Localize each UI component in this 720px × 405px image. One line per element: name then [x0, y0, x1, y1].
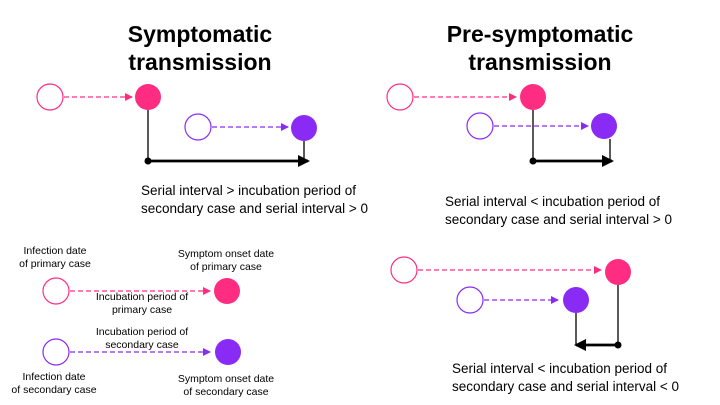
presymptomatic-caption-negative: Serial interval < incubation period of s… — [452, 361, 680, 394]
secondary-onset-circle — [291, 115, 317, 141]
primary-onset-circle — [520, 84, 546, 110]
legend-secondary-infection-circle — [42, 338, 70, 366]
label-onset-secondary: Symptom onset date of secondary case — [177, 373, 275, 398]
secondary-onset-circle — [591, 113, 617, 139]
legend-primary-onset-circle — [214, 278, 240, 304]
label-onset-primary: Symptom onset date of primary case — [177, 248, 275, 273]
secondary-onset-circle — [563, 287, 589, 313]
primary-onset-circle — [135, 84, 161, 110]
legend — [42, 277, 241, 366]
label-incubation-secondary: Incubation period of secondary case — [95, 326, 189, 351]
legend-secondary-onset-circle — [215, 339, 241, 365]
secondary-infection-circle — [184, 113, 212, 141]
presymptomatic-title: Pre-symptomatic transmission — [446, 21, 634, 75]
label-infection-primary: Infection date of primary case — [19, 245, 91, 270]
primary-infection-circle — [36, 83, 64, 111]
legend-primary-infection-circle — [42, 277, 70, 305]
label-incubation-primary: Incubation period of primary case — [95, 291, 189, 316]
secondary-infection-circle — [456, 286, 484, 314]
primary-infection-circle — [390, 256, 418, 284]
primary-infection-circle — [386, 83, 414, 111]
label-infection-secondary: Infection date of secondary case — [11, 371, 97, 396]
symptomatic-panel — [36, 83, 317, 167]
symptomatic-title: Symptomatic transmission — [127, 21, 273, 75]
secondary-infection-circle — [466, 112, 494, 140]
presymptomatic-caption-positive: Serial interval < incubation period of s… — [445, 194, 673, 227]
presymptomatic-negative-panel — [390, 256, 631, 351]
symptomatic-caption: Serial interval > incubation period of s… — [141, 183, 369, 216]
presymptomatic-positive-panel — [386, 83, 617, 167]
primary-onset-circle — [605, 259, 631, 285]
